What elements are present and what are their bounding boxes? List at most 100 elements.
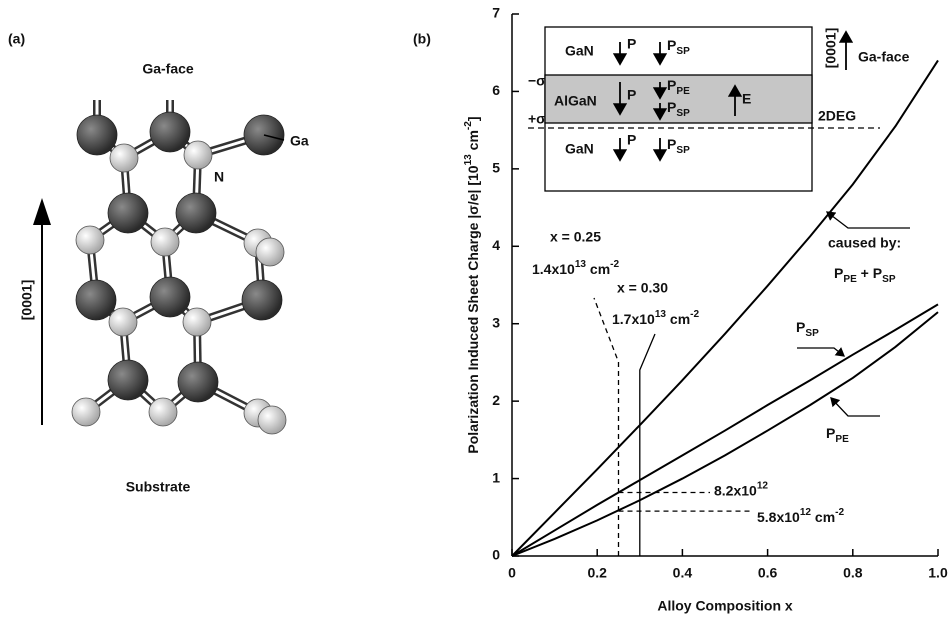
structure-top-label: Ga-face	[142, 61, 194, 77]
direction-arrow-head	[33, 198, 51, 225]
inset-p: P	[627, 132, 636, 148]
y-tick-label: 6	[492, 82, 500, 98]
inset-layer: GaN	[565, 141, 594, 157]
inset-p: PSP	[667, 99, 690, 119]
x-tick-label: 0.8	[843, 565, 863, 581]
y-axis-label-part: Polarization Induced Sheet Charge |σ/e| …	[465, 165, 481, 453]
level-label-part: -2	[835, 507, 844, 518]
level-label-part: 12	[757, 481, 769, 492]
inset-p-part: P	[667, 136, 676, 152]
inset-p-part: SP	[676, 108, 690, 119]
y-tick-label: 1	[492, 469, 500, 485]
y-axis-label-part: 13	[463, 154, 474, 166]
ga-atom	[149, 276, 191, 318]
series-label-part: P	[796, 319, 805, 335]
inset-face: Ga-face	[858, 49, 910, 65]
guide-value: 1.4x1013 cm-2	[532, 259, 620, 277]
ga-atom	[107, 359, 149, 401]
atom-label: Ga	[290, 133, 309, 149]
series-label: PSP	[796, 319, 819, 339]
ga-atom	[107, 192, 149, 234]
series-label: PPE	[826, 425, 849, 445]
inset-p: P	[627, 36, 636, 52]
y-axis-label-part: ]	[465, 116, 481, 121]
pointer	[797, 347, 846, 357]
series-label-part: SP	[805, 328, 819, 339]
inset-2deg: 2DEG	[818, 108, 856, 124]
ga-atom	[241, 279, 283, 321]
x-tick-label: 0.6	[758, 565, 778, 581]
level-label-part: cm	[811, 509, 835, 525]
guide-line	[593, 297, 620, 556]
series-label-part: P	[826, 425, 835, 441]
guide-line	[639, 333, 656, 556]
n-atom	[182, 307, 212, 337]
n-atom	[71, 397, 101, 427]
y-tick-label: 0	[492, 547, 500, 563]
n-atom	[255, 237, 285, 267]
x-tick-label: 0.4	[673, 565, 693, 581]
guide-value-part: 13	[655, 309, 667, 320]
series-label: PPE + PSP	[834, 265, 896, 285]
inset-p: PSP	[667, 136, 690, 156]
guide-label: x = 0.30	[617, 280, 668, 296]
series-label-part: PE	[843, 274, 857, 285]
series-line	[511, 59, 939, 557]
y-tick-label: 3	[492, 314, 500, 330]
inset-layer: GaN	[565, 43, 594, 59]
pointer	[825, 211, 910, 229]
inset-p-part: PE	[676, 86, 690, 97]
inset-layer: AlGaN	[554, 93, 597, 109]
n-atom	[150, 227, 180, 257]
y-tick-label: 4	[492, 237, 500, 253]
series-label-part: SP	[882, 274, 896, 285]
series-label-part: + P	[857, 265, 882, 281]
ga-atom	[149, 111, 191, 153]
guide-value-part: 1.4x10	[532, 261, 575, 277]
panel-label: (a)	[8, 31, 25, 47]
level-label: 8.2x1012	[714, 481, 768, 499]
x-axis-label: Alloy Composition x	[657, 598, 793, 614]
inset-direction: [0001]	[823, 28, 839, 68]
ga-pointer	[263, 134, 285, 141]
y-tick-label: 7	[492, 5, 500, 21]
direction-label: [0001]	[19, 280, 35, 320]
inset-p: P	[627, 87, 636, 103]
atom-label: N	[214, 169, 224, 185]
ga-atom	[76, 114, 118, 156]
level-label: 5.8x1012 cm-2	[757, 507, 845, 525]
guide-value-part: 1.7x10	[612, 311, 655, 327]
inset-p-part: SP	[676, 46, 690, 57]
y-tick-label: 5	[492, 160, 500, 176]
y-axis-label-part: cm	[465, 130, 481, 154]
inset-sigma: −σ	[528, 73, 546, 89]
series-label: caused by:	[828, 235, 901, 251]
guide-value-part: cm	[666, 311, 690, 327]
n-atom	[108, 307, 138, 337]
inset-p: PSP	[667, 37, 690, 57]
guide-value: 1.7x1013 cm-2	[612, 309, 700, 327]
n-atom	[257, 405, 287, 435]
ga-atom	[175, 192, 217, 234]
structure-bottom-label: Substrate	[126, 479, 191, 495]
inset-p-part: P	[667, 77, 676, 93]
n-atom	[148, 397, 178, 427]
ga-atom	[75, 279, 117, 321]
n-atom	[183, 140, 213, 170]
crystal-structure	[71, 100, 287, 435]
pointer	[830, 397, 880, 417]
inset-p-part: P	[667, 37, 676, 53]
inset-barrier	[544, 74, 813, 124]
x-tick-label: 0.2	[587, 565, 607, 581]
x-tick-label: 1.0	[928, 565, 948, 581]
ga-atom	[177, 361, 219, 403]
n-atom	[109, 143, 139, 173]
guide-value-part: -2	[690, 309, 699, 320]
series-line	[511, 311, 939, 557]
guide-label: x = 0.25	[550, 229, 601, 245]
inset-p: PPE	[667, 77, 690, 97]
panel-label: (b)	[413, 31, 431, 47]
x-tick-label: 0	[508, 565, 516, 581]
inset-p-part: P	[667, 99, 676, 115]
